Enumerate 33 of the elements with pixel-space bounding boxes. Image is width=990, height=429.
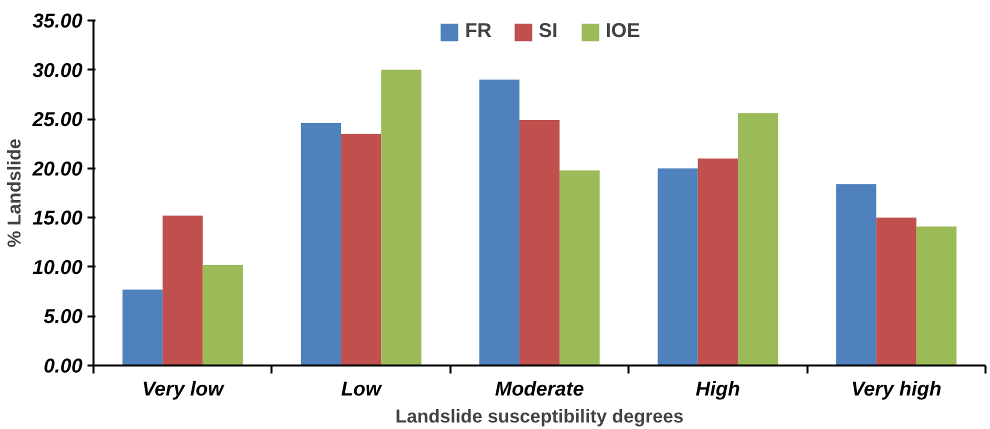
x-tick-label: Moderate <box>495 378 584 400</box>
bar <box>916 226 957 366</box>
y-tick-label: 10.00 <box>32 256 83 279</box>
y-tick-label: 0.00 <box>44 356 83 378</box>
bar <box>122 290 163 366</box>
bar <box>479 80 520 366</box>
bar <box>300 123 342 366</box>
bar <box>658 168 698 366</box>
bar <box>876 218 916 366</box>
y-axis-title: % Landslide <box>3 138 24 248</box>
bar <box>738 113 778 366</box>
bar <box>836 184 876 366</box>
bar <box>381 70 422 366</box>
x-tick-label: Very high <box>851 378 942 400</box>
bar <box>698 158 738 366</box>
y-tick-label: 15.00 <box>32 208 83 230</box>
legend-label: FR <box>464 20 492 43</box>
x-tick-label: Low <box>341 378 383 400</box>
x-axis-title: Landslide susceptibility degrees <box>395 406 684 426</box>
y-tick-label: 25.00 <box>31 109 83 132</box>
y-tick-label: 30.00 <box>32 60 83 82</box>
x-tick-label: High <box>696 378 740 400</box>
legend-label: IOE <box>606 20 640 43</box>
y-tick-label: 20.00 <box>31 158 83 180</box>
y-tick-label: 5.00 <box>44 306 83 328</box>
bar <box>341 134 382 366</box>
bar <box>519 120 560 366</box>
bar <box>202 264 243 366</box>
bar <box>560 170 600 366</box>
legend-label: SI <box>538 20 559 43</box>
bar <box>162 216 203 366</box>
x-tick-label: Very low <box>142 378 225 400</box>
y-tick-label: 35.00 <box>32 10 83 32</box>
